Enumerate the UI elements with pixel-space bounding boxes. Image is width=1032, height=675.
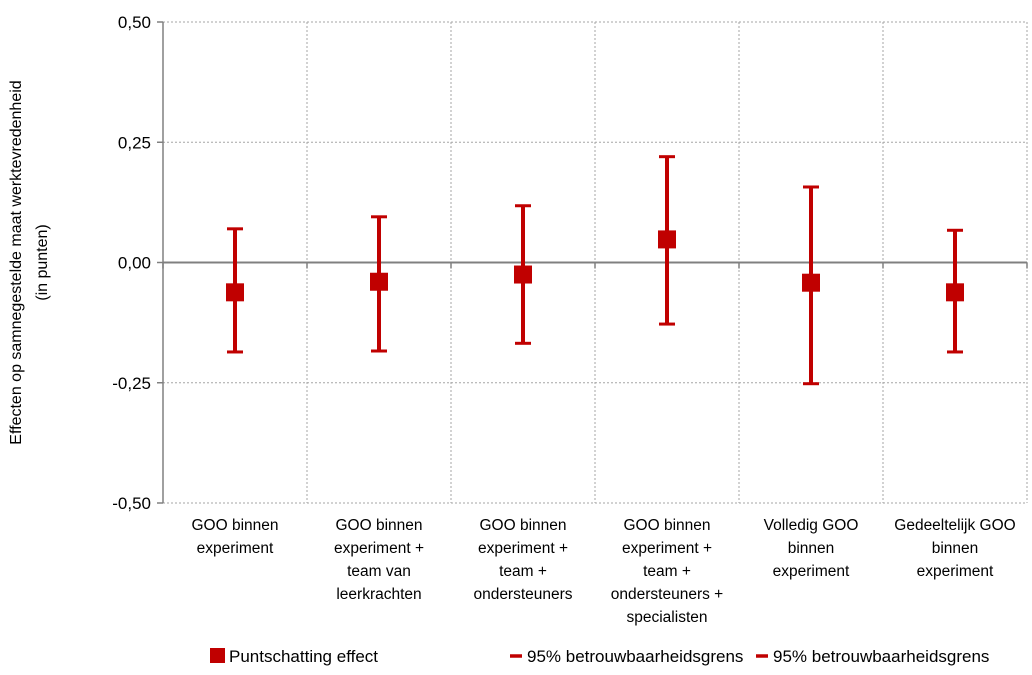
- y-tick-label: -0,50: [112, 494, 151, 513]
- y-axis-label: Effecten op samnegestelde maat werktevre…: [8, 80, 51, 444]
- point-estimate-marker: [658, 230, 676, 249]
- category-label: Volledig GOO binnen experiment: [764, 517, 859, 580]
- category-label: GOO binnen experiment + team + ondersteuner…: [473, 517, 572, 603]
- y-tick-label: 0,50: [118, 13, 151, 32]
- point-estimate-marker: [802, 273, 820, 292]
- category-label: Gedeeltelijk GOO binnen experiment: [894, 517, 1015, 580]
- y-axis-label-line: Effecten op samnegestelde maat werktevre…: [8, 80, 25, 444]
- category-label: GOO binnen experiment: [191, 517, 278, 557]
- point-estimate-marker: [226, 283, 244, 302]
- category-label: GOO binnen experiment + team van leerkracht…: [334, 517, 424, 603]
- legend-label: 95% betrouwbaarheidsgrens: [773, 647, 989, 666]
- axes: [157, 21, 1028, 504]
- y-axis-label-line: (in punten): [34, 224, 51, 301]
- point-estimate-marker: [514, 265, 532, 284]
- point-estimate-marker: [946, 283, 964, 302]
- legend-marker-square: [210, 648, 225, 663]
- point-estimate-marker: [370, 272, 388, 291]
- legend: Puntschatting effect 95% betrouwbaarheids…: [210, 647, 989, 666]
- y-tick-labels: 0,50 0,25 0,00 -0,25 -0,50: [112, 13, 151, 513]
- y-tick-label: 0,25: [118, 133, 151, 152]
- y-tick-label: -0,25: [112, 374, 151, 393]
- category-labels: GOO binnen experiment GOO binnen experiment…: [191, 517, 1015, 626]
- legend-label: Puntschatting effect: [229, 647, 378, 666]
- legend-label: 95% betrouwbaarheidsgrens: [527, 647, 743, 666]
- point-estimates: [226, 230, 964, 302]
- y-tick-label: 0,00: [118, 254, 151, 273]
- category-label: GOO binnen experiment + team + ondersteuner…: [611, 517, 723, 626]
